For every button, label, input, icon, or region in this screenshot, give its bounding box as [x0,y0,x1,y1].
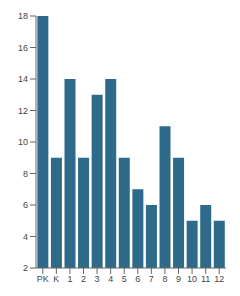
svg-text:8: 8 [23,169,28,179]
svg-text:5: 5 [122,274,127,284]
svg-text:PK: PK [37,274,49,284]
svg-text:12: 12 [214,274,224,284]
svg-text:16: 16 [18,43,28,53]
svg-text:8: 8 [162,274,167,284]
svg-text:4: 4 [108,274,113,284]
svg-text:6: 6 [135,274,140,284]
svg-text:14: 14 [18,74,28,84]
svg-text:2: 2 [23,263,28,273]
svg-text:10: 10 [187,274,197,284]
svg-text:6: 6 [23,200,28,210]
svg-text:11: 11 [201,274,210,284]
svg-text:7: 7 [149,274,154,284]
svg-text:4: 4 [23,232,28,242]
svg-text:18: 18 [18,11,28,21]
svg-text:K: K [53,274,59,284]
svg-text:9: 9 [176,274,181,284]
svg-text:10: 10 [18,137,28,147]
svg-text:1: 1 [67,274,72,284]
svg-text:2: 2 [81,274,86,284]
svg-text:3: 3 [95,274,100,284]
svg-text:12: 12 [18,106,28,116]
